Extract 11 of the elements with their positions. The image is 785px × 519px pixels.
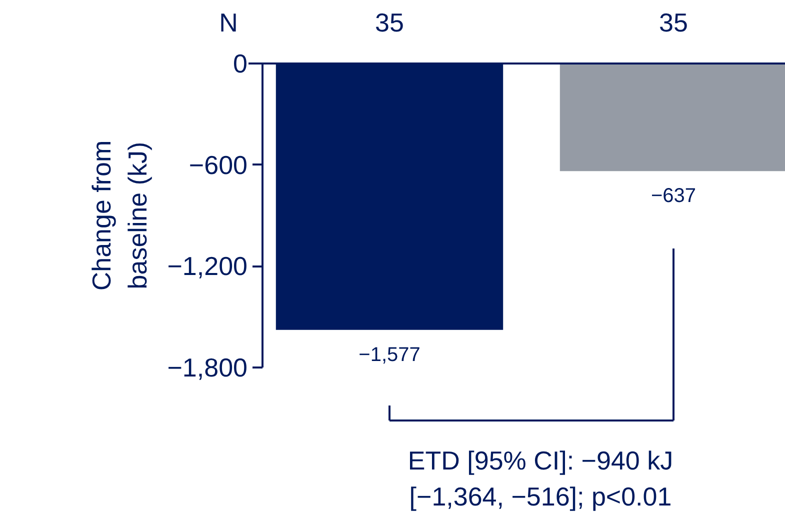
y-axis-title: Change from baseline (kJ): [86, 140, 152, 291]
text: ETD [95% CI]: −940 kJ [−1,364, −516]; p<0.01: [408, 446, 674, 512]
y-tick-label: 0: [233, 48, 248, 78]
data-label: −637: [650, 185, 696, 208]
text: 35: [659, 8, 688, 38]
data-label: −1,577: [358, 344, 420, 366]
y-tick-label: −600: [188, 150, 248, 180]
text: 35: [375, 8, 404, 38]
text: N: [219, 8, 238, 38]
y-tick-label: −1,800: [167, 352, 248, 382]
y-tick-label: −1,200: [167, 251, 248, 282]
